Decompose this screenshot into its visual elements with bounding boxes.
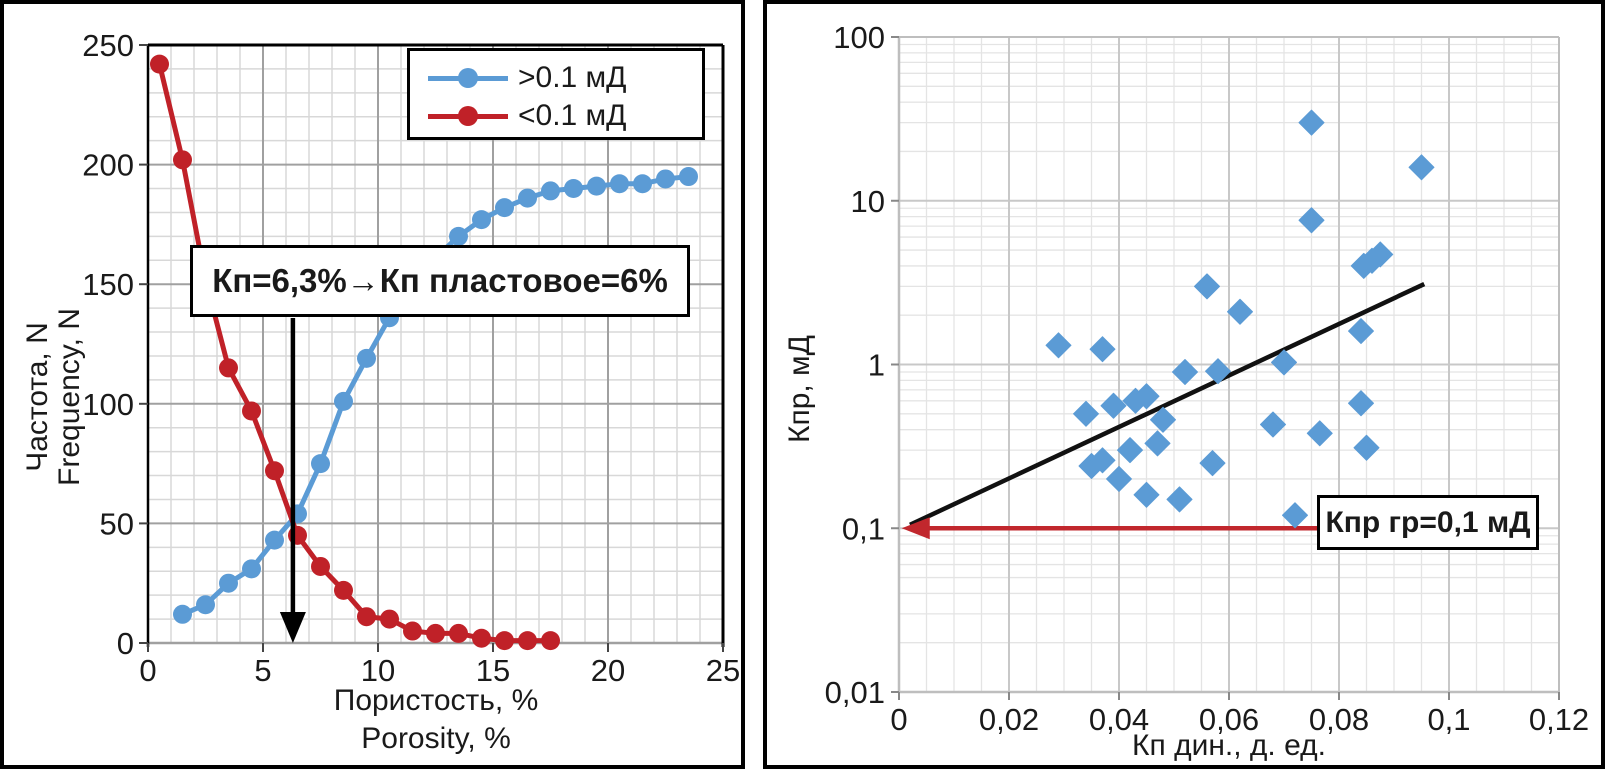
legend: >0.1 мД <0.1 мД [407, 48, 705, 140]
svg-text:20: 20 [591, 653, 625, 688]
svg-text:0,12: 0,12 [1529, 702, 1589, 737]
svg-text:0,1: 0,1 [1427, 702, 1470, 737]
svg-text:0,01: 0,01 [825, 675, 885, 710]
svg-text:150: 150 [82, 267, 134, 302]
legend-entry-above-cutoff: >0.1 мД [428, 59, 702, 97]
svg-text:0,04: 0,04 [1089, 702, 1149, 737]
right-y-axis-title: Кпр, мД [783, 334, 816, 444]
blue-line-marker-icon [428, 67, 508, 89]
svg-text:50: 50 [100, 506, 134, 541]
right-x-axis-title: Кп дин., д. ед. [1132, 729, 1326, 762]
porosity-cutoff-annotation-text: Кп=6,3%→Кп пластовое=6% [212, 262, 668, 299]
left-x-axis-title-en: Porosity, % [361, 722, 511, 755]
left-y-axis-title-ru: Частота, N [21, 322, 54, 472]
svg-text:0: 0 [117, 626, 134, 661]
svg-text:0,1: 0,1 [842, 511, 885, 546]
svg-text:5: 5 [254, 653, 271, 688]
svg-text:0,08: 0,08 [1309, 702, 1369, 737]
left-y-axis-title-en: Frequency, N [53, 308, 86, 486]
permeability-cutoff-annotation: Кпр гр=0,1 мД [1317, 495, 1539, 550]
legend-entry-below-cutoff: <0.1 мД [428, 97, 702, 135]
svg-text:0: 0 [139, 653, 156, 688]
svg-text:15: 15 [476, 653, 510, 688]
svg-text:200: 200 [82, 148, 134, 183]
svg-text:25: 25 [706, 653, 740, 688]
red-line-marker-icon [428, 105, 508, 127]
svg-text:10: 10 [851, 184, 885, 219]
svg-text:1: 1 [868, 348, 885, 383]
legend-label-above-cutoff: >0.1 мД [518, 61, 627, 94]
legend-label-below-cutoff: <0.1 мД [518, 99, 627, 132]
svg-text:250: 250 [82, 28, 134, 63]
svg-text:0,02: 0,02 [979, 702, 1039, 737]
permeability-cutoff-annotation-text: Кпр гр=0,1 мД [1325, 505, 1531, 539]
svg-text:100: 100 [833, 20, 885, 55]
left-x-axis-title-ru: Пористость, % [333, 684, 539, 717]
svg-text:0: 0 [890, 702, 907, 737]
svg-text:0,06: 0,06 [1199, 702, 1259, 737]
svg-text:100: 100 [82, 387, 134, 422]
porosity-cutoff-annotation: Кп=6,3%→Кп пластовое=6% [190, 245, 690, 317]
svg-text:10: 10 [361, 653, 395, 688]
